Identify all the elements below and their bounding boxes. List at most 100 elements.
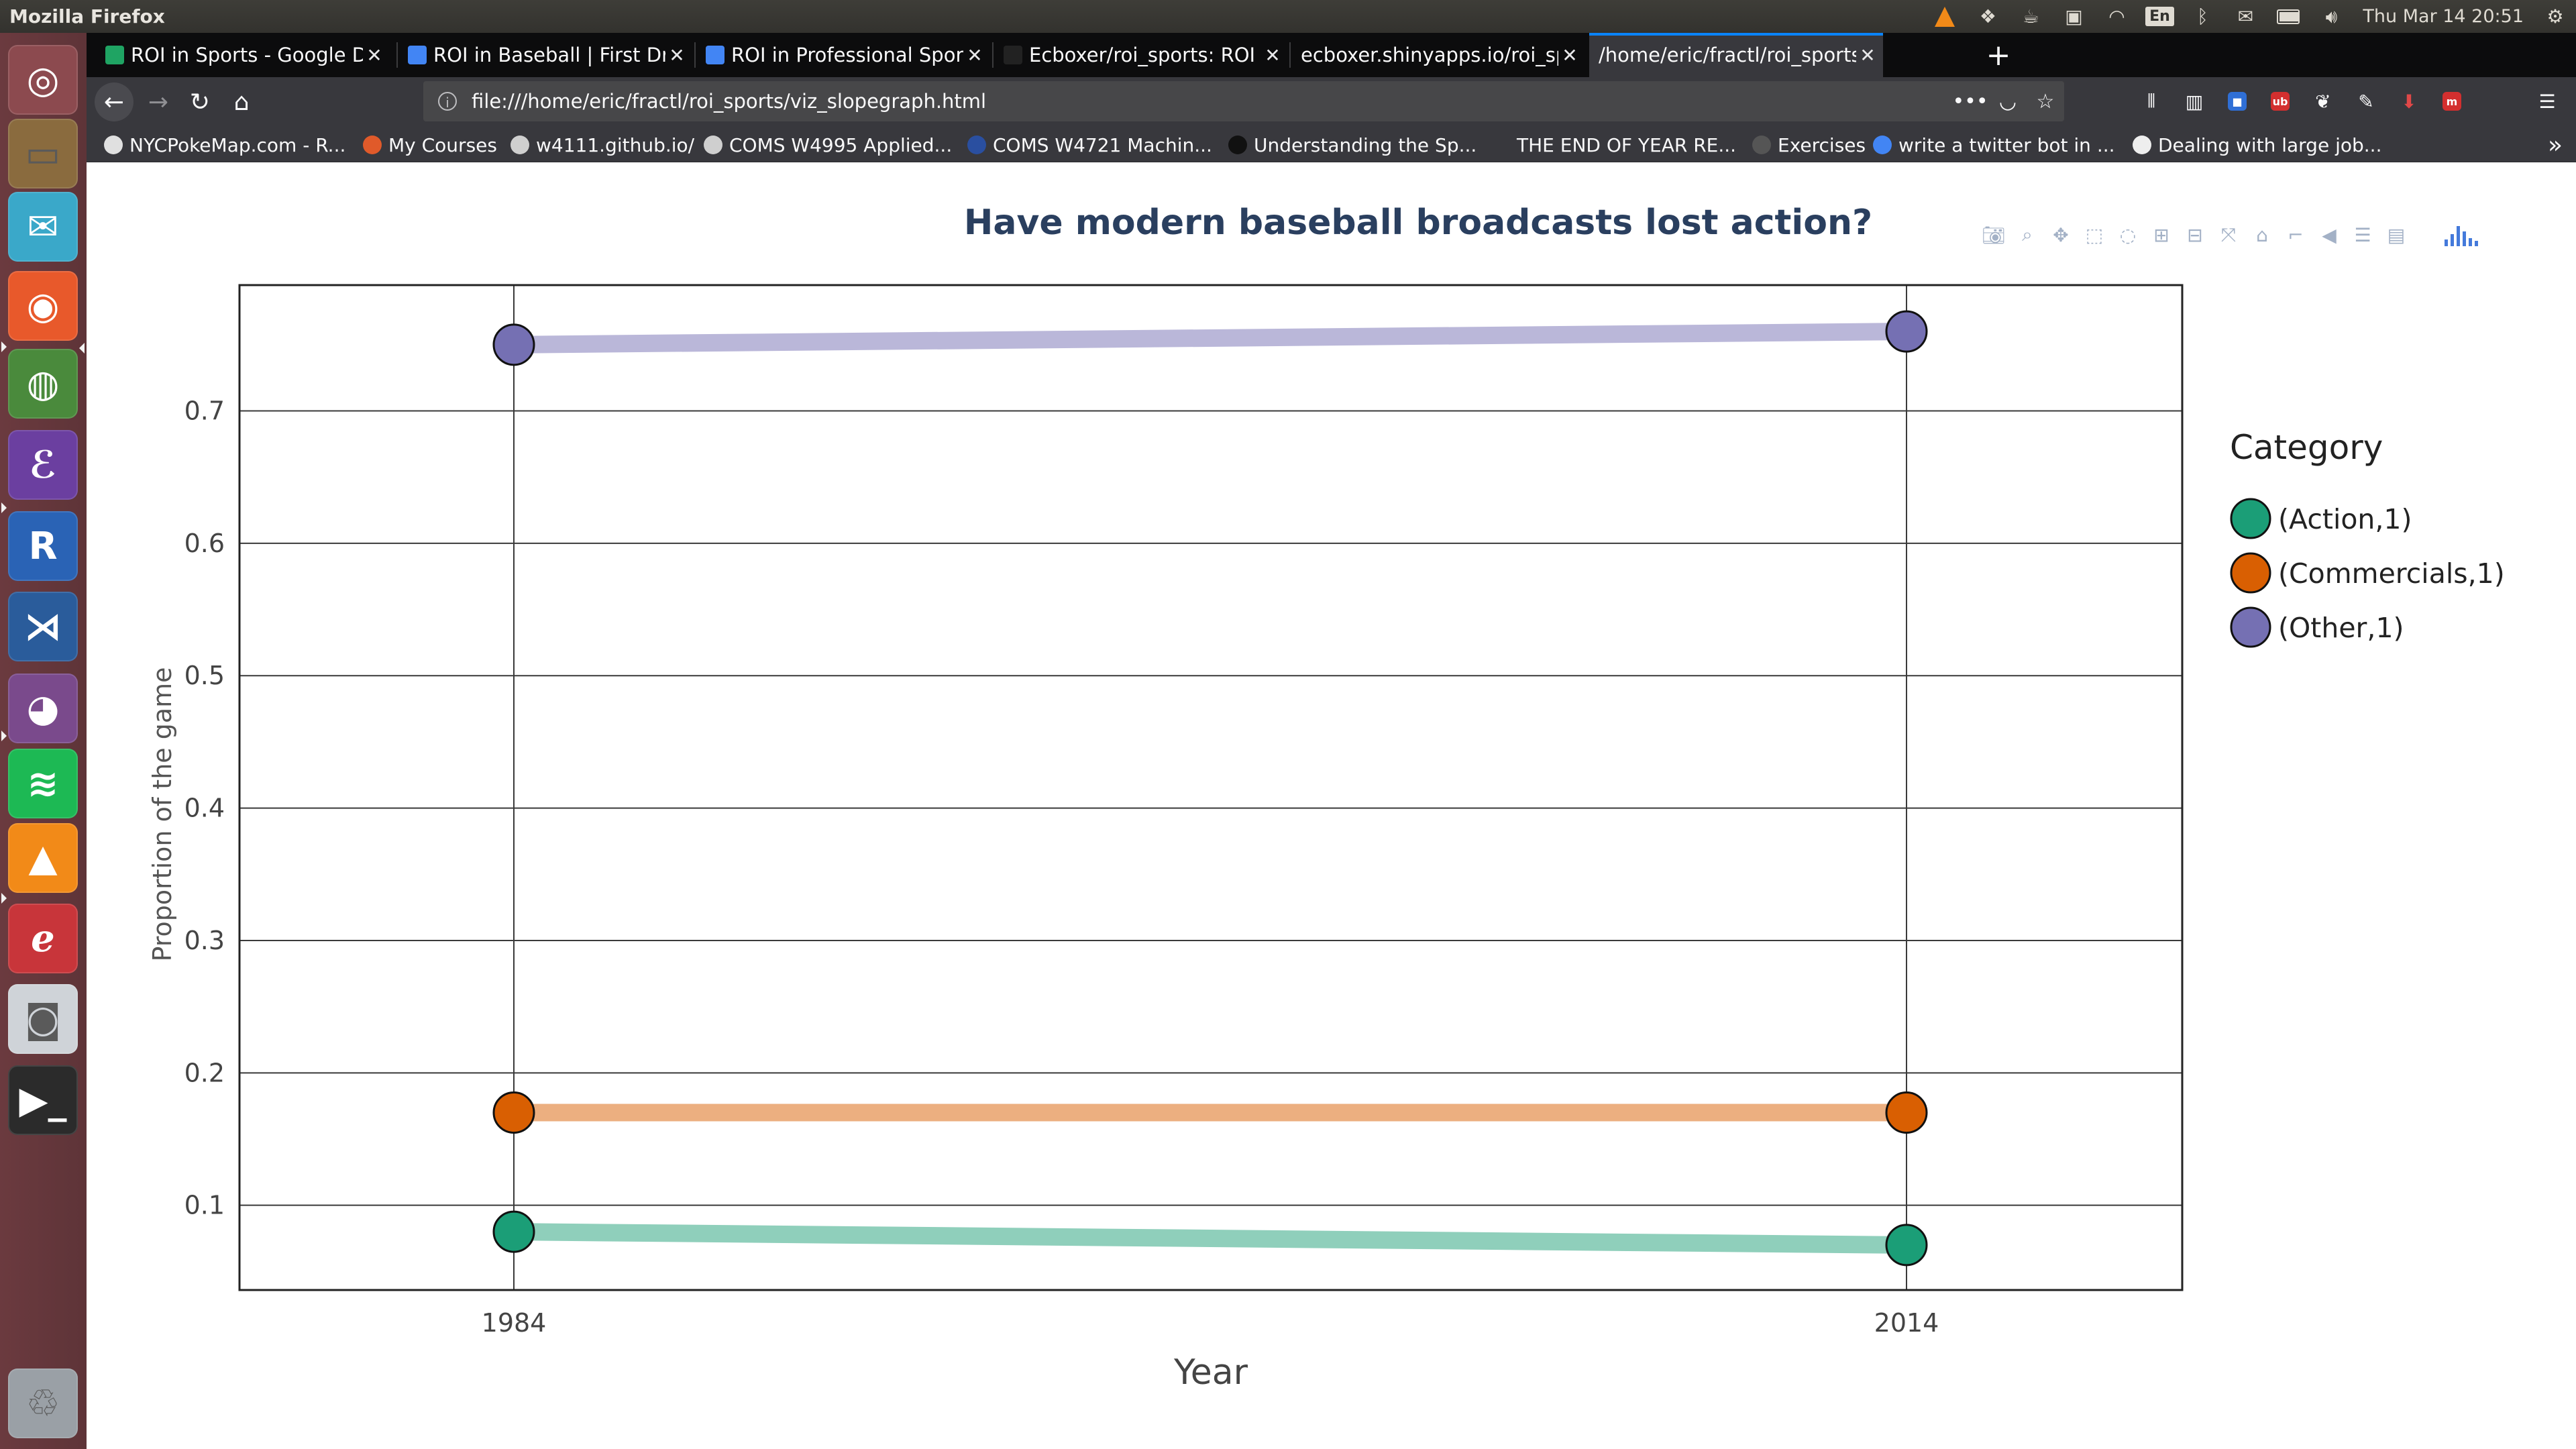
zoom-icon[interactable]: ⌕ [2022,223,2033,246]
pan-icon[interactable]: ✥ [2053,223,2069,246]
extension-dark-icon[interactable]: ❦ [2315,90,2331,113]
ublock-icon[interactable]: ub [2267,88,2294,115]
terminal-icon[interactable]: ▶_ [8,1065,78,1135]
tab-close-icon[interactable]: ✕ [1562,44,1578,66]
pidgin-icon[interactable]: ◕ [8,674,78,743]
bookmark-star-icon[interactable]: ☆ [2036,89,2055,113]
series-line [513,1223,1907,1254]
tab-close-icon[interactable]: ✕ [366,44,382,66]
autoscale-icon[interactable]: ⤧ [2220,223,2237,246]
plotly-modebar: 📷︎ ⌕ ✥ ⬚ ◌ ⊞ ⊟ ⤧ ⌂ ⌐ ◀ ☰ ▤ [1982,220,2478,250]
browser-tab[interactable]: ecboxer.shinyapps.io/roi_spo ✕ [1291,33,1585,77]
display-tray-icon[interactable]: ▣ [2065,5,2083,28]
bookmark-item[interactable]: Exercises [1752,128,1866,162]
spike-lines-icon[interactable]: ⌐ [2288,223,2304,246]
reset-axes-icon[interactable]: ⌂ [2256,223,2268,246]
tab-close-icon[interactable]: ✕ [1860,44,1876,66]
browser-tab[interactable]: ROI in Sports - Google Dr ✕ [96,33,390,77]
bookmark-item[interactable]: My Courses [363,128,497,162]
libreoffice-icon[interactable]: ℯ [8,904,78,973]
running-app-indicator [1,502,7,513]
bookmark-item[interactable]: THE END OF YEAR RE... [1517,128,1736,162]
spotify-icon[interactable]: ≋ [8,749,78,818]
library-icon[interactable]: ⫴ [2147,90,2155,112]
bookmark-item[interactable]: Understanding the Sp... [1228,128,1477,162]
vlc-tray-icon[interactable] [1933,6,1956,27]
box-select-icon[interactable]: ⬚ [2085,223,2104,246]
camera-icon[interactable]: 📷︎ [1982,223,2006,246]
bookmark-item[interactable]: Dealing with large job... [2133,128,2381,162]
lasso-icon[interactable]: ◌ [2119,223,2137,246]
caffeine-tray-icon[interactable]: ☕ [2022,5,2039,28]
r-language-icon[interactable]: R [8,511,78,581]
hamburger-menu-icon[interactable]: ☰ [2538,90,2556,113]
hover-closest-icon[interactable]: ◀ [2322,223,2337,246]
pen-extension-icon[interactable]: ✎ [2358,90,2374,113]
legend-title: Category [2230,428,2383,467]
zoom-out-icon[interactable]: ⊟ [2187,223,2203,246]
tab-label: Ecboxer/roi_sports: ROI in [1029,44,1261,66]
url-bar[interactable]: i file:///home/eric/fractl/roi_sports/vi… [423,81,2064,121]
browser-tab[interactable]: ROI in Professional Sports ✕ [696,33,990,77]
forward-button[interactable]: → [148,88,169,116]
y-tick-label: 0.5 [184,661,225,690]
clock[interactable]: Thu Mar 14 20:51 [2363,6,2524,27]
data-point [1885,1224,1928,1267]
plotly-logo-icon[interactable] [2445,223,2478,246]
power-gear-icon[interactable]: ⚙ [2546,5,2564,28]
wifi-icon[interactable]: ◠ [2108,5,2125,28]
sidebar-icon[interactable]: ▥ [2185,90,2204,113]
disk-utility-icon[interactable]: ◙ [8,984,78,1054]
zoom-in-icon[interactable]: ⊞ [2153,223,2169,246]
pocket-icon[interactable]: ◡ [1998,89,2017,113]
bookmark-favicon-icon [704,136,722,154]
volume-icon[interactable]: 🔊︎ [2325,5,2338,28]
extension-blue-icon[interactable]: ■ [2224,88,2251,115]
page-info-icon[interactable]: i [438,92,457,111]
back-button[interactable]: ← [95,83,133,121]
tab-separator [992,42,994,68]
extension-red-icon[interactable]: m [2438,88,2465,115]
tab-close-icon[interactable]: ✕ [1265,44,1281,66]
browser-tab[interactable]: Ecboxer/roi_sports: ROI in ✕ [994,33,1288,77]
mail-tray-icon[interactable]: ✉ [2237,5,2254,28]
tab-close-icon[interactable]: ✕ [967,44,983,66]
bookmark-item[interactable]: w4111.github.io/ [511,128,694,162]
hover-compare-icon[interactable]: ☰ [2354,223,2371,246]
firefox-icon[interactable]: ◉ [8,271,78,341]
bookmark-item[interactable]: COMS W4995 Applied... [704,128,952,162]
emacs-icon[interactable]: ℰ [8,430,78,500]
keyboard-layout-icon[interactable]: En [2145,7,2174,27]
bookmark-item[interactable]: write a twitter bot in ... [1873,128,2115,162]
bookmarks-overflow-icon[interactable]: » [2547,131,2563,159]
new-tab-button[interactable]: + [1986,38,2011,72]
tab-favicon-icon [1004,46,1022,64]
battery-icon[interactable] [2277,7,2300,27]
dropbox-tray-icon[interactable]: ❖ [1979,5,1996,28]
chrome-icon[interactable]: ◍ [8,349,78,419]
bookmark-favicon-icon [104,136,123,154]
files-icon[interactable]: ▭ [8,119,78,189]
mail-client-icon[interactable]: ✉ [8,192,78,262]
page-actions-icon[interactable]: ••• [1952,89,1988,113]
bookmark-item[interactable]: NYCPokeMap.com - R... [104,128,345,162]
tab-strip: ROI in Sports - Google Dr ✕ ROI in Basebal… [87,33,2576,77]
url-text[interactable]: file:///home/eric/fractl/roi_sports/viz_… [472,90,987,113]
vlc-icon[interactable]: ▲ [8,823,78,893]
tab-label: ecboxer.shinyapps.io/roi_spo [1301,44,1558,66]
home-button[interactable]: ⌂ [233,88,250,116]
browser-tab[interactable]: /home/eric/fractl/roi_sports ✕ [1589,33,1883,77]
trash-icon[interactable]: ♲ [8,1368,78,1438]
browser-tab[interactable]: ROI in Baseball | First Dra ✕ [398,33,692,77]
bookmark-item[interactable]: COMS W4721 Machin... [967,128,1212,162]
running-app-indicator [1,731,7,741]
tab-close-icon[interactable]: ✕ [669,44,685,66]
vscode-icon[interactable]: ⋊ [8,592,78,661]
bookmark-label: My Courses [388,133,497,156]
ubuntu-dash-icon[interactable]: ◎ [8,45,78,115]
bluetooth-icon[interactable]: ᛒ [2197,5,2208,28]
reload-button[interactable]: ↻ [189,88,211,116]
download-extension-icon[interactable]: ⬇ [2401,90,2417,113]
edit-chart-icon[interactable]: ▤ [2387,223,2406,246]
page-content: 0.1 0.2 0.3 0.4 0.5 0.6 0.7 1984 2014 Year Proport… [87,162,2576,1449]
